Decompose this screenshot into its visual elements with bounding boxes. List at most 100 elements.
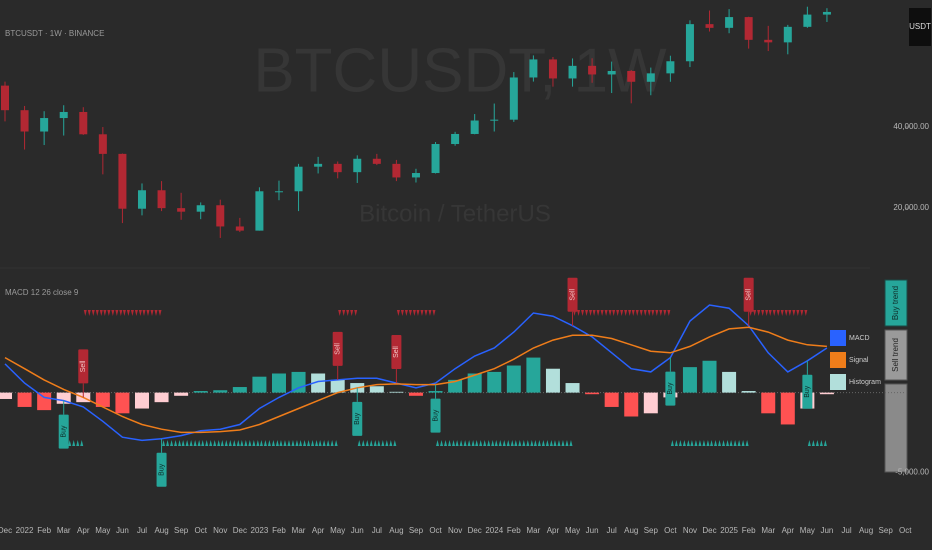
trend-arrow xyxy=(303,440,307,446)
trend-arrow xyxy=(412,310,416,316)
candle-body xyxy=(705,24,714,28)
trend-arrow xyxy=(205,440,209,446)
trend-arrow xyxy=(530,440,534,446)
x-tick-label: Sep xyxy=(174,526,189,535)
trend-arrow xyxy=(170,440,174,446)
histogram-bar xyxy=(819,392,834,395)
histogram-bar xyxy=(193,391,208,393)
signal-label: Sell xyxy=(569,288,576,300)
trend-arrow xyxy=(267,440,271,446)
x-tick-label: Dec xyxy=(233,526,247,535)
trend-arrow xyxy=(737,440,741,446)
candle-body xyxy=(353,158,362,173)
trend-arrow xyxy=(400,310,404,316)
trend-arrow xyxy=(232,440,236,446)
trend-arrow xyxy=(616,310,620,316)
trend-arrow xyxy=(315,440,319,446)
trend-arrow xyxy=(498,440,502,446)
trend-arrow xyxy=(800,310,804,316)
macd-line xyxy=(4,326,827,434)
x-tick-label: Aug xyxy=(154,526,168,535)
candle-body xyxy=(509,77,518,120)
trend-arrow xyxy=(217,440,221,446)
trend-arrow xyxy=(674,440,678,446)
trend-arrow xyxy=(373,440,377,446)
legend-label: Histogram xyxy=(849,379,881,386)
x-tick-label: Apr xyxy=(547,526,560,535)
trend-arrow xyxy=(424,310,428,316)
candle-body xyxy=(20,110,29,132)
trend-arrow xyxy=(702,440,706,446)
x-tick-label: 2024 xyxy=(485,526,503,535)
x-tick-label: Aug xyxy=(389,526,403,535)
x-tick-label: Dec xyxy=(0,526,12,535)
signal-box xyxy=(78,349,89,384)
trend-arrow xyxy=(726,440,730,446)
histogram-bar xyxy=(174,392,189,396)
trend-arrow xyxy=(338,310,342,316)
trend-arrow xyxy=(393,440,397,446)
candle-body xyxy=(333,163,342,173)
trend-arrow xyxy=(487,440,491,446)
trend-arrow xyxy=(577,310,581,316)
trend-arrow xyxy=(354,310,358,316)
trend-arrow xyxy=(733,440,737,446)
histogram-bar xyxy=(643,392,658,414)
trend-arrow xyxy=(103,310,107,316)
trend-arrow xyxy=(185,440,189,446)
x-tick-label: Nov xyxy=(683,526,697,535)
candle-body xyxy=(783,26,792,43)
x-tick-label: Sep xyxy=(644,526,659,535)
x-tick-label: Mar xyxy=(57,526,71,535)
trend-arrow xyxy=(189,440,193,446)
trend-arrow xyxy=(796,310,800,316)
legend-label: Signal xyxy=(849,357,869,364)
trend-arrow xyxy=(436,440,440,446)
x-tick-label: May xyxy=(95,526,110,535)
x-tick-label: Jul xyxy=(372,526,382,535)
histogram-bar xyxy=(369,386,384,393)
trend-arrow xyxy=(710,440,714,446)
trend-arrow xyxy=(475,440,479,446)
signal-label: Buy xyxy=(432,409,439,422)
trend-arrow xyxy=(780,310,784,316)
trend-arrow xyxy=(510,440,514,446)
trend-arrow xyxy=(768,310,772,316)
trend-arrow xyxy=(396,310,400,316)
trend-arrow xyxy=(639,310,643,316)
candle-body xyxy=(40,118,49,132)
trend-arrow xyxy=(404,310,408,316)
trend-arrow xyxy=(181,440,185,446)
trend-arrow xyxy=(522,440,526,446)
candle-body xyxy=(451,133,460,145)
candle-body xyxy=(568,65,577,79)
x-tick-label: May xyxy=(800,526,815,535)
histogram-bar xyxy=(408,392,423,396)
trend-arrow xyxy=(162,440,166,446)
trend-arrow xyxy=(444,440,448,446)
trend-arrow xyxy=(557,440,561,446)
trend-arrow xyxy=(166,440,170,446)
signal-box xyxy=(665,371,676,406)
candle-body xyxy=(666,61,675,74)
watermark: BTCUSDT, 1W xyxy=(253,36,667,105)
histogram-bar xyxy=(506,365,521,393)
trend-arrow xyxy=(643,310,647,316)
x-tick-label: Feb xyxy=(742,526,756,535)
x-tick-label: Nov xyxy=(448,526,462,535)
candle-body xyxy=(822,11,831,15)
trend-arrow xyxy=(119,310,123,316)
candle-body xyxy=(177,208,186,212)
x-tick-label: Jul xyxy=(137,526,147,535)
signal-box xyxy=(743,277,754,312)
trend-arrow xyxy=(819,440,823,446)
trend-arrow xyxy=(111,310,115,316)
histogram-bar xyxy=(682,367,697,393)
x-tick-label: Oct xyxy=(429,526,442,535)
histogram-bar xyxy=(467,373,482,393)
trend-arrow xyxy=(659,310,663,316)
histogram-bar xyxy=(213,390,228,393)
trend-arrow xyxy=(811,440,815,446)
signal-label: Sell xyxy=(335,343,342,355)
